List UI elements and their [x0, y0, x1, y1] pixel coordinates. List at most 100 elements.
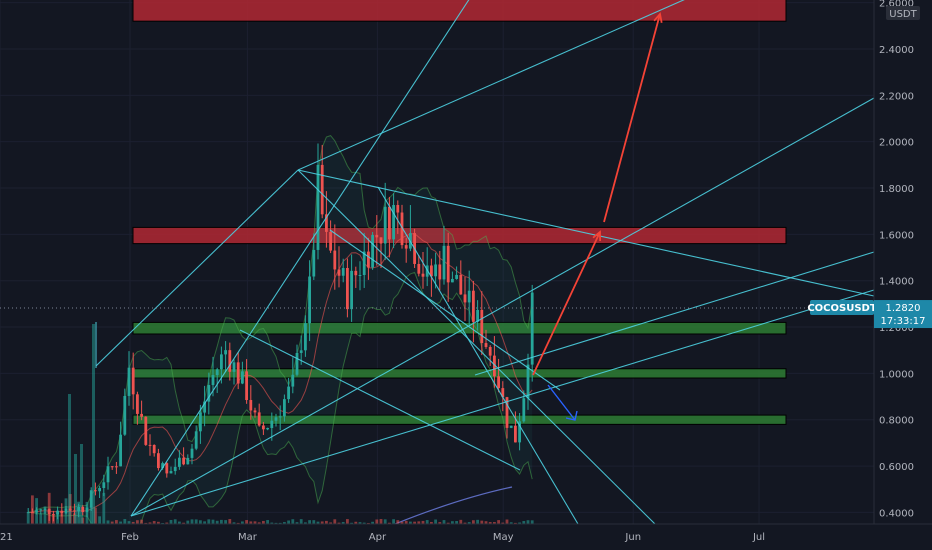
price-axis[interactable]	[874, 0, 932, 524]
volume-bar	[514, 522, 517, 524]
candle-body	[278, 416, 282, 418]
volume-bar	[476, 519, 479, 524]
candle-body	[199, 412, 202, 432]
candle-body	[123, 395, 127, 435]
candle-body	[186, 457, 190, 465]
price-tick-label: 2.6000	[879, 0, 914, 10]
volume-bar	[488, 522, 492, 524]
price-tick-label: 1.2000	[879, 323, 914, 334]
last-price-label: 1.2820	[886, 303, 921, 314]
date-tick-label: Mar	[238, 532, 258, 543]
candle-body	[165, 463, 169, 474]
candle-body	[236, 362, 240, 384]
volume-bar	[94, 507, 97, 524]
candle-body	[220, 354, 223, 370]
price-tick-label: 2.4000	[879, 45, 914, 56]
volume-bar	[43, 506, 47, 524]
candle-body	[455, 274, 458, 279]
candle-body	[480, 309, 484, 344]
volume-bar	[144, 522, 148, 524]
price-tick-label: 0.8000	[879, 416, 914, 427]
volume-bar	[312, 520, 316, 524]
trendline	[130, 289, 875, 517]
volume-bar	[413, 521, 416, 524]
trendline	[130, 97, 875, 517]
arrow-head	[653, 12, 663, 24]
candle-body	[98, 488, 101, 492]
candle-body	[375, 234, 379, 238]
volume-bar	[354, 521, 358, 524]
volume-bar	[425, 520, 429, 524]
candle-body	[459, 274, 463, 295]
candle-body	[396, 205, 400, 213]
volume-bar	[350, 522, 353, 524]
candle-body	[182, 457, 185, 465]
volume-bar	[262, 520, 265, 524]
volume-bar	[325, 520, 328, 524]
time-axis[interactable]	[0, 524, 932, 550]
volume-bar	[518, 522, 521, 524]
candle-body	[421, 273, 425, 277]
candle-body	[140, 413, 143, 417]
volume-bar	[26, 513, 30, 524]
volume-bar	[379, 519, 383, 524]
candle-body	[325, 214, 328, 232]
volume-bar	[484, 521, 488, 524]
candle-body	[257, 412, 261, 426]
volume-bar	[320, 521, 324, 524]
candle-body	[56, 510, 59, 515]
candle-body	[194, 431, 198, 449]
candle-body	[215, 369, 219, 376]
candle-body	[308, 276, 311, 324]
volume-bar	[472, 520, 475, 524]
volume-bar	[182, 522, 185, 524]
volume-bar	[115, 520, 118, 524]
volume-bar	[228, 519, 232, 524]
candle-body	[43, 508, 47, 510]
candle-body	[266, 428, 269, 430]
candle-body	[60, 510, 64, 514]
candle-body	[224, 350, 227, 355]
candle-body	[526, 364, 530, 399]
volume-bar	[102, 492, 106, 524]
volume-bar	[417, 521, 421, 524]
date-tick-label: 2021	[0, 532, 13, 543]
volume-bar	[123, 519, 127, 524]
time-axis-ticks: 2021 Feb Mar Apr May Jun Jul	[0, 532, 765, 543]
price-tick-label: 1.4000	[879, 277, 914, 288]
candle-body	[354, 270, 358, 276]
trendline	[329, 229, 561, 391]
candle-body	[207, 385, 211, 402]
volume-bar	[119, 521, 122, 524]
candle-body	[388, 206, 391, 240]
currency-badge: USDT	[886, 6, 920, 20]
candle-body	[274, 417, 278, 421]
volume-bar	[232, 522, 236, 524]
volume-bar	[98, 516, 101, 524]
projection-arrow	[547, 384, 576, 421]
candle-body	[295, 352, 299, 375]
volume-bar	[220, 519, 223, 524]
trendlines	[95, 0, 875, 525]
candle-body	[383, 206, 387, 244]
volume-bar	[287, 520, 290, 524]
candle-body	[119, 434, 122, 467]
symbol-label: COCOSUSDT	[807, 303, 877, 314]
volume-bar	[266, 520, 269, 524]
volume-bar	[110, 521, 114, 524]
volume-bar	[438, 522, 442, 524]
volume-bar	[131, 521, 135, 524]
candle-body	[514, 425, 517, 443]
candle-body	[35, 510, 38, 513]
candle-body	[245, 371, 248, 401]
candle-body	[52, 514, 55, 516]
volume-bar	[430, 521, 433, 524]
volume-bar	[329, 522, 332, 524]
candle-body	[26, 512, 30, 514]
candle-body	[371, 234, 374, 268]
volume-bar	[257, 522, 261, 524]
candle-body	[350, 270, 353, 310]
candle-body	[505, 397, 509, 428]
candle-body	[178, 457, 181, 467]
